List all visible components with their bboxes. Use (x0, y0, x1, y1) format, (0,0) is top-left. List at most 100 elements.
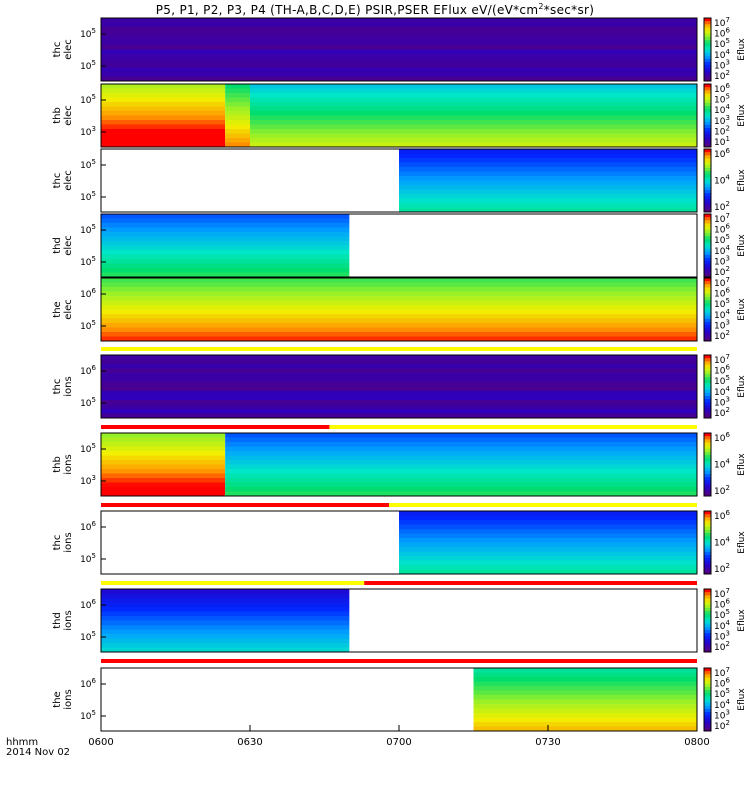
spectrogram-cell (101, 263, 350, 269)
colorbar-cell (704, 598, 711, 603)
colorbar-cell (704, 727, 711, 732)
colorbar-cell (704, 214, 711, 218)
colorbar-cell (704, 473, 711, 478)
colorbar-cell (704, 545, 711, 550)
spectrogram-cell (101, 97, 226, 103)
spectrogram-cell (250, 88, 697, 94)
colorbar-cell (704, 620, 711, 625)
spectrogram-cell (225, 464, 697, 470)
colorbar-cell (704, 164, 711, 169)
colorbar-cell (704, 55, 711, 60)
colorbar-cell (704, 480, 711, 484)
colorbar-cell (704, 442, 711, 447)
spectrogram-cell (101, 27, 697, 32)
spectrogram-cell (101, 272, 350, 278)
colorbar-frame (703, 17, 712, 82)
spectrogram-cell (399, 171, 697, 177)
colorbar-cell (704, 511, 711, 515)
colorbar-tick-label: 102 (714, 406, 730, 419)
spectrogram-cell (225, 451, 697, 456)
mode-bar-segment (101, 503, 390, 507)
spectrogram-cell (101, 643, 350, 648)
panel-label: theions (52, 689, 74, 709)
colorbar-tick-label: 102 (714, 329, 730, 342)
colorbar-cell (704, 167, 711, 172)
spectrogram-cell (399, 176, 697, 181)
colorbar-tick-label: 106 (714, 147, 730, 160)
colorbar-cell (704, 617, 711, 621)
colorbar-cell (704, 293, 711, 298)
spectrogram-cell (250, 102, 697, 107)
colorbar-cell (704, 152, 711, 156)
spectrogram-cell (101, 287, 697, 292)
spectrogram-cell (101, 382, 697, 387)
colorbar-cell (704, 121, 711, 126)
spectrogram-cell (101, 482, 226, 488)
colorbar-cell (704, 526, 711, 531)
colorbar-cell (704, 411, 711, 416)
colorbar-cell (704, 155, 711, 159)
colorbar-cell (704, 696, 711, 700)
colorbar-cell (704, 611, 711, 615)
spectrogram-cell (225, 124, 250, 130)
spectrogram-cell (101, 446, 226, 452)
colorbar-cell (704, 205, 711, 210)
spectrogram-cell (473, 699, 697, 705)
panel-label: thbelec (52, 105, 74, 126)
colorbar-cell (704, 377, 711, 381)
colorbar-cell (704, 445, 711, 450)
spectrogram-cell (399, 565, 697, 570)
spectrogram-cell (399, 194, 697, 199)
colorbar-label: Eflux (737, 375, 747, 398)
spectrogram-cell (399, 524, 697, 530)
spectrogram-cell (473, 690, 697, 696)
colorbar-cell (704, 290, 711, 295)
colorbar-tick-label: 107 (714, 16, 730, 29)
colorbar-frame (703, 354, 712, 419)
colorbar-cell (704, 106, 711, 110)
colorbar-cell (704, 186, 711, 191)
spectrogram-cell (399, 533, 697, 539)
spectrogram-cell (399, 560, 697, 566)
spectrogram-cell (225, 133, 250, 139)
spectrogram-cell (101, 400, 697, 405)
colorbar-cell (704, 373, 711, 378)
spectrogram-cell (101, 364, 697, 369)
colorbar-cell (704, 455, 711, 459)
colorbar-cell (704, 143, 711, 148)
colorbar-tick-label: 105 (714, 687, 730, 700)
colorbar-cell (704, 248, 711, 253)
colorbar-cell (704, 65, 711, 69)
colorbar-cell (704, 52, 711, 57)
spectrogram-cell (225, 88, 250, 94)
colorbar-cell (704, 331, 711, 336)
colorbar-cell (704, 433, 711, 437)
spectrogram-cell (225, 442, 697, 447)
colorbar-cell (704, 514, 711, 518)
spectrogram-cell (101, 138, 226, 143)
colorbar-cell (704, 604, 711, 609)
x-tick-label: 0730 (535, 737, 560, 748)
spectrogram-cell (225, 460, 697, 465)
colorbar-tick-label: 102 (714, 484, 730, 497)
spectrogram-cell (225, 473, 697, 479)
colorbar-cell (704, 645, 711, 650)
colorbar-label: Eflux (737, 688, 747, 711)
colorbar-cell (704, 236, 711, 240)
panel-label: thdelec (52, 235, 74, 256)
spectrogram-cell (473, 726, 697, 732)
spectrogram-cell (399, 185, 697, 190)
colorbar-cell (704, 536, 711, 540)
spectrogram-cell (101, 386, 697, 392)
colorbar-cell (704, 102, 711, 107)
spectrogram-cell (399, 556, 697, 561)
colorbar-cell (704, 486, 711, 491)
colorbar-tick-label: 107 (714, 353, 730, 366)
colorbar-cell (704, 217, 711, 221)
colorbar-cell (704, 287, 711, 292)
colorbar-cell (704, 309, 711, 314)
spectrogram-cell (101, 218, 350, 224)
colorbar-cell (704, 315, 711, 320)
colorbar-cell (704, 601, 711, 606)
